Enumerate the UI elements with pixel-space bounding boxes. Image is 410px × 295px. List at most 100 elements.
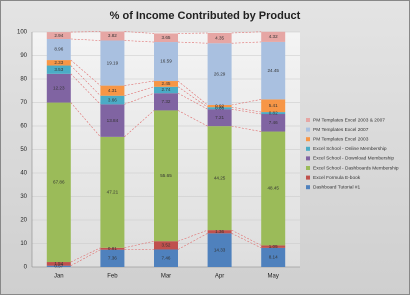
data-label: 12.23 (53, 85, 65, 90)
data-label: 0.92 (215, 103, 224, 108)
y-tick-label: 40 (20, 171, 27, 177)
data-label: 16.59 (160, 59, 172, 64)
data-label: 1.54 (54, 261, 63, 266)
bar-segment (154, 249, 178, 267)
data-label: 13.84 (107, 118, 119, 123)
bar-segment (207, 109, 232, 127)
data-label: 4.35 (215, 35, 224, 40)
series-line (70, 65, 101, 96)
data-label: 7.32 (162, 99, 171, 104)
data-label: 2.74 (162, 87, 171, 92)
data-label: 3.65 (162, 35, 171, 40)
data-label: 48.45 (267, 186, 279, 191)
bar-segment (207, 233, 232, 267)
data-label: 8.96 (54, 47, 63, 52)
series-line (231, 99, 262, 106)
bar-segment (261, 247, 286, 267)
data-label: 24.45 (267, 68, 279, 73)
bar-segment (207, 105, 232, 108)
data-label: 3.82 (108, 33, 117, 38)
series-line (177, 233, 208, 250)
series-line (70, 31, 101, 33)
bar-segment (261, 131, 286, 246)
series-line (177, 92, 208, 110)
data-label: 3.53 (54, 67, 63, 72)
data-label: 7.21 (215, 115, 224, 120)
y-tick-label: 80 (20, 77, 27, 83)
bar-segment (100, 85, 125, 96)
data-label: 19.19 (107, 60, 119, 65)
bar-segment (46, 65, 71, 74)
data-label: 3.66 (108, 97, 117, 102)
y-tick-label: 50 (20, 147, 27, 153)
bar-segment (207, 230, 232, 234)
series-line (124, 31, 155, 34)
bar-segment (100, 104, 125, 137)
data-label: 44.25 (214, 175, 226, 180)
legend-swatch (306, 166, 310, 170)
bar-segment (100, 136, 125, 248)
series-line (70, 247, 101, 263)
data-label: 26.29 (214, 71, 226, 76)
bar-segment (46, 102, 71, 263)
y-tick-label: 20 (20, 218, 27, 224)
series-line (231, 108, 262, 115)
series-line (231, 125, 262, 132)
bar-segment (207, 43, 232, 106)
series-line (124, 240, 155, 249)
bar-segment (100, 247, 125, 250)
series-line (124, 40, 155, 43)
data-label: 0.86 (215, 105, 224, 110)
bar-segment (261, 99, 286, 113)
bar-segment (154, 241, 178, 250)
data-label: 0.57 (54, 264, 63, 269)
data-label: 14.33 (214, 247, 226, 252)
series-line (231, 106, 262, 113)
series-line (124, 110, 155, 138)
legend-swatch (306, 146, 310, 151)
series-line (231, 31, 262, 34)
data-label: 47.21 (107, 190, 119, 195)
data-label: 7.46 (162, 255, 171, 260)
legend-label: Excel Formula E-book (313, 175, 361, 181)
y-tick-label: 10 (20, 241, 27, 247)
x-tick-label: Jan (54, 274, 64, 280)
bar-segment (154, 42, 178, 82)
data-label: 5.41 (269, 103, 278, 108)
series-line (70, 249, 101, 266)
series-line (124, 92, 155, 105)
series-line (70, 38, 101, 41)
x-tick-label: Mar (161, 274, 171, 280)
legend-label: Excel School - Dashboards Membership (313, 165, 399, 171)
legend-label: Dashboard Tutorial #1 (313, 184, 361, 190)
bar-segment (100, 31, 125, 41)
legend-label: Excel School - Online Membership (313, 146, 387, 152)
bar-segment (154, 81, 178, 87)
chart-title: % of Income Contributed by Product (110, 10, 301, 22)
data-label: 4.31 (108, 88, 117, 93)
legend-swatch (306, 127, 310, 132)
data-label: 0.81 (108, 246, 117, 251)
bar-segment (261, 31, 286, 42)
bar-segment (261, 114, 286, 132)
legend-label: PM Templates Excel 2003 & 2007 (313, 117, 385, 123)
legend-swatch (306, 156, 310, 161)
y-tick-label: 0 (24, 265, 28, 271)
series-line (70, 73, 101, 105)
data-label: 7.36 (108, 256, 117, 261)
bar-segment (207, 107, 232, 110)
bar-segment (207, 126, 232, 231)
x-tick-label: Apr (215, 274, 224, 280)
data-label: 67.86 (53, 180, 65, 185)
series-line (177, 86, 208, 108)
data-label: 4.32 (269, 34, 278, 39)
data-label: 7.46 (269, 120, 278, 125)
data-label: 2.45 (162, 81, 171, 86)
y-tick-label: 70 (20, 100, 27, 106)
bar-segment (100, 249, 125, 267)
series-line (124, 80, 155, 86)
series-line (177, 229, 208, 242)
bar-segment (46, 265, 71, 267)
data-label: 1.36 (215, 229, 224, 234)
